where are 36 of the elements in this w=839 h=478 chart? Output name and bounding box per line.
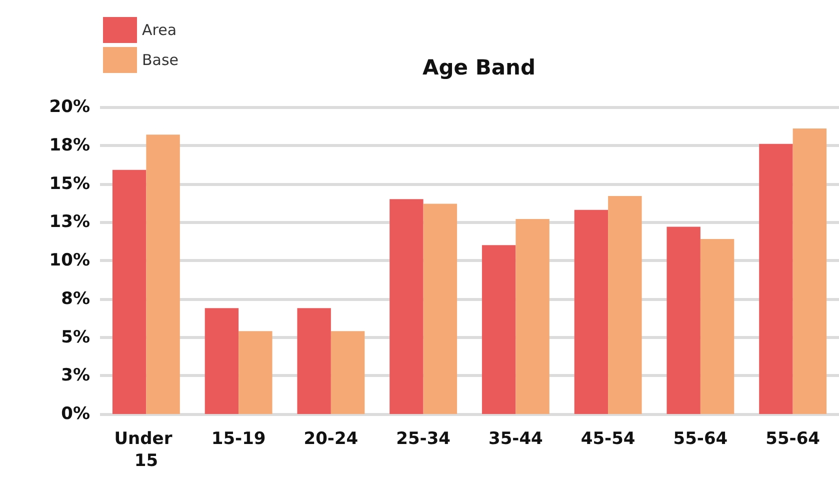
x-tick-label: Under 15 (114, 429, 178, 471)
bar (297, 308, 331, 414)
bar (759, 144, 793, 414)
chart-title: Age Band (422, 56, 536, 80)
bar (666, 226, 700, 414)
x-tick-label: 35-44 (488, 429, 544, 449)
x-tick-label: 55-64 (766, 429, 820, 449)
x-tick-label: 25-34 (396, 429, 451, 449)
bar (204, 308, 239, 414)
y-tick-label: 18% (49, 135, 90, 156)
x-tick-label: 45-54 (580, 429, 636, 449)
bar (146, 134, 180, 414)
bar (390, 199, 424, 414)
bar (516, 219, 550, 414)
bar (792, 128, 827, 414)
bar (482, 245, 516, 414)
y-tick-label: 20% (49, 97, 90, 117)
y-tick-label: 5% (61, 327, 90, 348)
bar (574, 210, 608, 414)
legend-label: Base (142, 51, 179, 69)
y-tick-label: 13% (49, 212, 90, 232)
y-tick-label: 0% (61, 404, 90, 424)
bar (330, 331, 365, 414)
y-tick-label: 8% (61, 288, 90, 309)
bar (608, 196, 642, 414)
y-tick-label: 10% (49, 250, 90, 270)
legend-label: Area (142, 21, 177, 39)
x-tick-label: 20-24 (304, 429, 358, 449)
bar (700, 239, 734, 414)
bar (423, 204, 458, 414)
bar (112, 170, 146, 414)
x-tick-label: 55-64 (673, 429, 728, 449)
y-tick-label: 15% (49, 174, 90, 194)
bar (238, 331, 272, 414)
y-tick-label: 3% (61, 366, 90, 386)
x-tick-label: 15-19 (211, 429, 266, 449)
